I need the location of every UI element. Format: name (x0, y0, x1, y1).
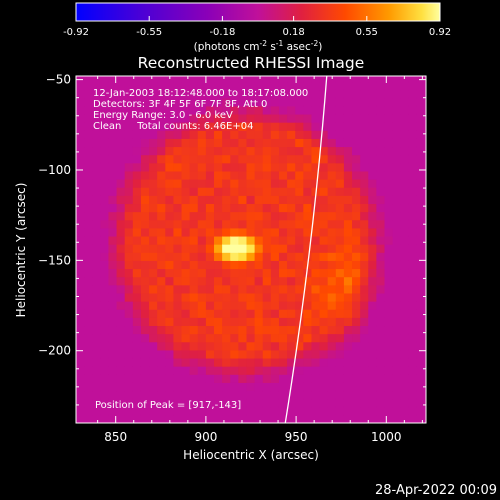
colorbar: -0.92 -0.55 -0.18 0.18 0.55 0.92 (photons cm-… (63, 2, 451, 53)
solar-limb (284, 76, 328, 423)
x-tick-label: 950 (285, 430, 308, 444)
annotation-time: 12-Jan-2003 18:12:48.000 to 18:17:08.000 (93, 88, 308, 99)
annotation-energy: Energy Range: 3.0 - 6.0 keV (93, 110, 233, 121)
y-tick-label: −100 (38, 163, 71, 177)
colorbar-strip (75, 2, 441, 22)
axis-ticks: 850 900 950 1000 −50 −100 −150 −200 (38, 73, 426, 444)
colorbar-units: (photons cm-2 s-1 asec-2) (194, 39, 323, 53)
y-tick-label: −200 (38, 344, 71, 358)
colorbar-ticks: -0.92 -0.55 -0.18 0.18 0.55 0.92 (63, 16, 451, 38)
colorbar-tick-label: -0.92 (63, 27, 89, 38)
x-tick-label: 900 (194, 430, 217, 444)
y-tick-label: −50 (46, 73, 71, 87)
colorbar-tick-label: -0.18 (209, 27, 235, 38)
colorbar-tick-label: 0.55 (356, 27, 378, 38)
y-tick-label: −150 (38, 253, 71, 267)
colorbar-tick-label: 0.92 (429, 27, 451, 38)
colorbar-tick-label: -0.55 (136, 27, 162, 38)
heatmap (76, 76, 426, 423)
x-tick-label: 1000 (371, 430, 402, 444)
annotations: 12-Jan-2003 18:12:48.000 to 18:17:08.000… (93, 88, 308, 411)
annotation-detectors: Detectors: 3F 4F 5F 6F 7F 8F, Att 0 (93, 99, 267, 110)
x-axis-label: Heliocentric X (arcsec) (183, 448, 319, 462)
annotation-clean: Clean Total counts: 6.46E+04 (93, 121, 253, 132)
plot-frame (75, 75, 427, 424)
plot-area: 850 900 950 1000 −50 −100 −150 −200 (38, 73, 427, 444)
chart-title: Reconstructed RHESSI Image (138, 54, 365, 72)
footer-date: 28-Apr-2022 00:09 (375, 483, 497, 498)
x-tick-label: 850 (104, 430, 127, 444)
y-axis-label: Heliocentric Y (arcsec) (14, 183, 28, 318)
colorbar-tick-label: 0.18 (282, 27, 304, 38)
peak-position-label: Position of Peak = [917,-143] (95, 400, 241, 411)
